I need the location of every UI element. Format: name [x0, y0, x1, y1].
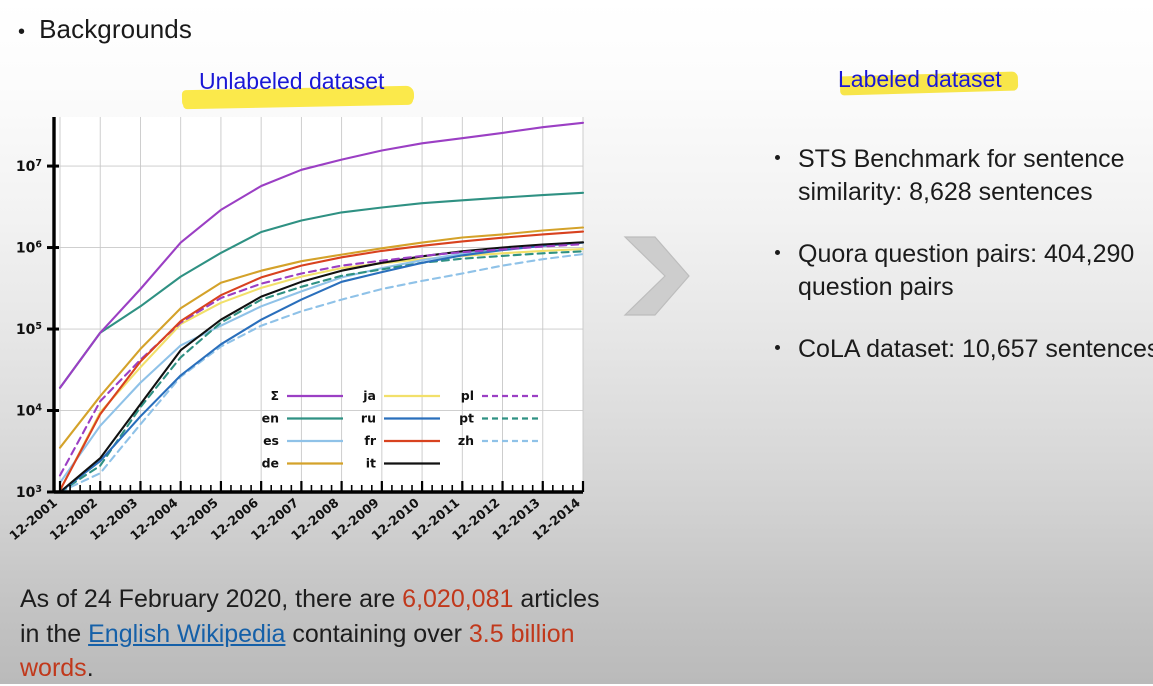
- series-line-it: [58, 241, 585, 494]
- footnote-part-4: .: [86, 654, 94, 682]
- labeled-dataset-heading-text: Labeled dataset: [838, 66, 1002, 92]
- legend-label-fr: fr: [364, 433, 376, 448]
- wikipedia-growth-chart: 103 104 105 106 107 12-2001 12-2002 12-2003 12-2…: [8, 100, 608, 565]
- series-line-Σ: [58, 121, 585, 389]
- y-axis-tick-label: 105: [16, 321, 42, 338]
- chart-svg: 10310410510610712-200112-200212-200312-2…: [8, 117, 585, 543]
- labeled-dataset-list: STS Benchmark for sentence similarity: 8…: [731, 143, 1153, 396]
- y-axis-tick-label: 106: [16, 240, 42, 257]
- legend-label-zh: zh: [458, 433, 474, 448]
- legend-label-es: es: [263, 433, 279, 448]
- page-title: • Backgrounds: [18, 14, 192, 45]
- series-line-fr: [58, 230, 585, 492]
- english-wikipedia-link[interactable]: English Wikipedia: [88, 619, 286, 648]
- series-line-de: [58, 226, 585, 449]
- legend-label-pl: pl: [461, 388, 474, 403]
- list-item-text: CoLA dataset: 10,657 sentences: [798, 335, 1153, 363]
- unlabeled-dataset-heading-text: Unlabeled dataset: [199, 68, 385, 94]
- wikipedia-footnote: As of 24 February 2020, there are 6,020,…: [20, 582, 620, 686]
- legend-label-ru: ru: [361, 411, 376, 426]
- series-line-ru: [58, 241, 585, 494]
- legend-label-Σ: Σ: [270, 388, 279, 403]
- page-title-text: Backgrounds: [39, 14, 192, 44]
- chevron-right-icon: [619, 233, 693, 319]
- series-line-zh: [58, 253, 585, 494]
- series-line-en: [58, 191, 585, 389]
- series-line-es: [58, 241, 585, 484]
- series-line-pt: [58, 250, 585, 494]
- article-count: 6,020,081: [402, 585, 514, 613]
- labeled-dataset-heading: Labeled dataset: [838, 66, 1019, 96]
- list-item: Quora question pairs: 404,290 question p…: [771, 238, 1153, 303]
- legend-label-en: en: [262, 411, 279, 426]
- list-item-text: Quora question pairs: 404,290 question p…: [798, 240, 1135, 301]
- list-item: STS Benchmark for sentence similarity: 8…: [771, 143, 1153, 208]
- list-item-text: STS Benchmark for sentence similarity: 8…: [798, 145, 1125, 206]
- legend-label-it: it: [366, 456, 376, 471]
- footnote-part-3: containing over: [285, 619, 469, 648]
- y-axis-tick-label: 107: [16, 158, 42, 175]
- series-line-ja: [58, 247, 585, 492]
- footnote-part-2: articles in the: [20, 585, 600, 648]
- footnote-part-1: As of 24 February 2020, there are: [20, 585, 403, 613]
- legend-label-de: de: [262, 456, 279, 471]
- legend-label-pt: pt: [459, 411, 474, 426]
- y-axis-tick-label: 104: [16, 403, 42, 420]
- list-item: CoLA dataset: 10,657 sentences: [771, 333, 1153, 366]
- unlabeled-dataset-heading: Unlabeled dataset: [181, 68, 415, 108]
- word-count: 3.5 billion words: [20, 619, 575, 683]
- legend-label-ja: ja: [362, 388, 376, 403]
- bullet-glyph: •: [18, 21, 26, 43]
- y-axis-tick-label: 103: [16, 484, 42, 501]
